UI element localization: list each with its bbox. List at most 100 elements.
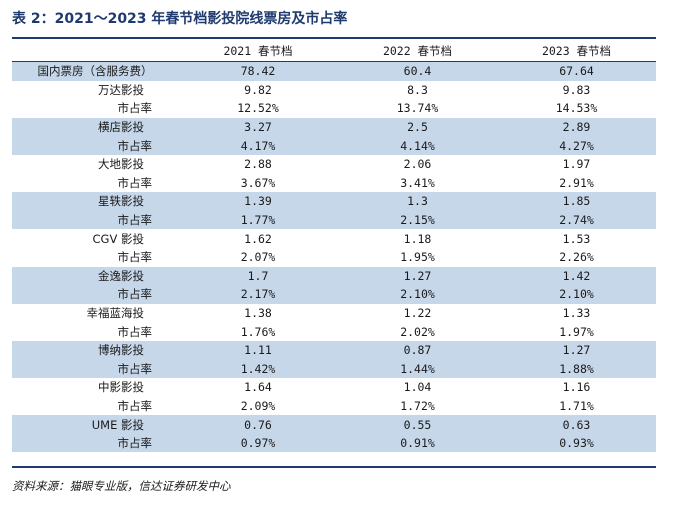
value-cell: 1.42% (178, 359, 338, 379)
row-label: 市占率 (12, 210, 178, 230)
row-label: 金逸影投 (12, 266, 178, 286)
value-cell: 2.07% (240, 250, 276, 265)
value-cell: 4.17% (178, 136, 338, 155)
table-row: 市占率 1.76% 2.02% 1.97% (12, 322, 656, 341)
value-cell: 1.42 (497, 266, 656, 286)
table-row: CGV 影投 1.62 1.18 1.53 (12, 229, 656, 248)
row-label: 幸福蓝海投 (86, 306, 145, 321)
value-cell: 2.88 (244, 157, 272, 172)
value-cell: 1.39 (178, 192, 338, 211)
value-cell: 3.67% (240, 175, 276, 190)
value-cell: 8.3 (407, 82, 428, 97)
bottom-rule (12, 466, 656, 468)
value-cell: 2.09% (240, 398, 276, 413)
value-cell: 0.93% (497, 433, 656, 453)
value-cell: 1.27 (338, 266, 497, 286)
row-label: 市占率 (117, 250, 153, 265)
value-cell: 0.63 (497, 415, 656, 434)
table-row: 大地影投 2.88 2.06 1.97 (12, 155, 656, 174)
source-note: 资料来源：猫眼专业版，信达证券研发中心 (12, 479, 231, 493)
value-cell: 2.15% (338, 210, 497, 230)
table-row: 市占率 3.67% 3.41% 2.91% (12, 174, 656, 193)
value-cell: 1.04 (403, 380, 432, 395)
value-cell: 1.64 (244, 380, 272, 395)
value-cell: 1.38 (244, 306, 272, 321)
box-office-table: 2021 春节档 2022 春节档 2023 春节档 国内票房（含服务费） 78.… (12, 41, 656, 453)
table-row: 金逸影投 1.7 1.27 1.42 (12, 266, 656, 286)
row-label: 万达影投 (98, 82, 144, 97)
row-label: 市占率 (12, 136, 178, 155)
table-row: 中影影投 1.64 1.04 1.16 (12, 378, 656, 397)
value-cell: 78.42 (178, 61, 338, 81)
row-label: 市占率 (117, 398, 153, 413)
row-label: 星轶影投 (12, 192, 178, 211)
row-label: 横店影投 (12, 117, 178, 137)
value-cell: 1.95% (400, 250, 435, 265)
header-cell-2023: 2023 春节档 (497, 41, 656, 62)
row-label: 博纳影投 (12, 340, 178, 360)
value-cell: 1.77% (178, 210, 338, 230)
value-cell: 3.27 (178, 117, 338, 137)
row-label: 市占率 (117, 175, 153, 190)
value-cell: 2.02% (400, 324, 435, 339)
table-row: 市占率 2.17% 2.10% 2.10% (12, 285, 656, 304)
table-row: 市占率 12.52% 13.74% 14.53% (12, 99, 656, 118)
value-cell: 1.76% (240, 324, 276, 339)
table-row: 市占率 1.42% 1.44% 1.88% (12, 359, 656, 379)
table-row: 市占率 1.77% 2.15% 2.74% (12, 210, 656, 230)
value-cell: 4.14% (338, 136, 497, 155)
value-cell: 1.27 (497, 340, 656, 360)
value-cell: 9.82 (244, 82, 272, 97)
value-cell: 2.17% (178, 285, 338, 304)
value-cell: 1.44% (338, 359, 497, 379)
value-cell: 4.27% (497, 136, 656, 155)
row-label: CGV 影投 (92, 231, 144, 246)
value-cell: 1.11 (178, 340, 338, 360)
row-label: 中影影投 (98, 380, 144, 395)
table-row: 市占率 0.97% 0.91% 0.93% (12, 433, 656, 453)
row-label: 国内票房（含服务费） (12, 61, 178, 81)
table-row: 星轶影投 1.39 1.3 1.85 (12, 192, 656, 211)
row-label: 市占率 (117, 101, 153, 116)
table-row: 万达影投 9.82 8.3 9.83 (12, 81, 656, 100)
value-cell: 3.41% (400, 175, 435, 190)
top-rule (12, 37, 656, 39)
value-cell: 1.18 (403, 231, 432, 246)
header-row: 2021 春节档 2022 春节档 2023 春节档 (12, 41, 656, 62)
value-cell: 1.97% (559, 324, 594, 339)
value-cell: 0.55 (338, 415, 497, 434)
header-cell-2022: 2022 春节档 (338, 41, 497, 62)
header-cell-label (12, 41, 178, 62)
header-cell-2021: 2021 春节档 (178, 41, 338, 62)
row-label: 市占率 (12, 285, 178, 304)
value-cell: 1.3 (338, 192, 497, 211)
table-row: 市占率 2.07% 1.95% 2.26% (12, 248, 656, 267)
table-row: 幸福蓝海投 1.38 1.22 1.33 (12, 304, 656, 323)
table-title: 表 2：2021～2023 年春节档影投院线票房及市占率 (12, 11, 348, 27)
table-row: 博纳影投 1.11 0.87 1.27 (12, 340, 656, 360)
value-cell: 13.74% (396, 101, 439, 116)
value-cell: 2.74% (497, 210, 656, 230)
value-cell: 1.62 (244, 231, 272, 246)
value-cell: 1.85 (497, 192, 656, 211)
table-row: 国内票房（含服务费） 78.42 60.4 67.64 (12, 61, 656, 81)
row-label: 大地影投 (98, 157, 144, 172)
value-cell: 1.33 (562, 306, 591, 321)
table-body: 国内票房（含服务费） 78.42 60.4 67.64 万达影投 9.82 8.3 9.83 市… (12, 61, 656, 453)
value-cell: 2.10% (497, 285, 656, 304)
value-cell: 60.4 (338, 61, 497, 81)
value-cell: 1.97 (562, 157, 591, 172)
table-row: 市占率 4.17% 4.14% 4.27% (12, 136, 656, 155)
value-cell: 0.91% (338, 433, 497, 453)
value-cell: 67.64 (497, 61, 656, 81)
value-cell: 1.7 (178, 266, 338, 286)
value-cell: 1.53 (562, 231, 591, 246)
value-cell: 1.71% (559, 398, 594, 413)
value-cell: 0.76 (178, 415, 338, 434)
value-cell: 0.87 (338, 340, 497, 360)
row-label: 市占率 (12, 433, 178, 453)
value-cell: 1.16 (562, 380, 591, 395)
value-cell: 2.5 (338, 117, 497, 137)
row-label: 市占率 (12, 359, 178, 379)
value-cell: 14.53% (555, 101, 598, 116)
